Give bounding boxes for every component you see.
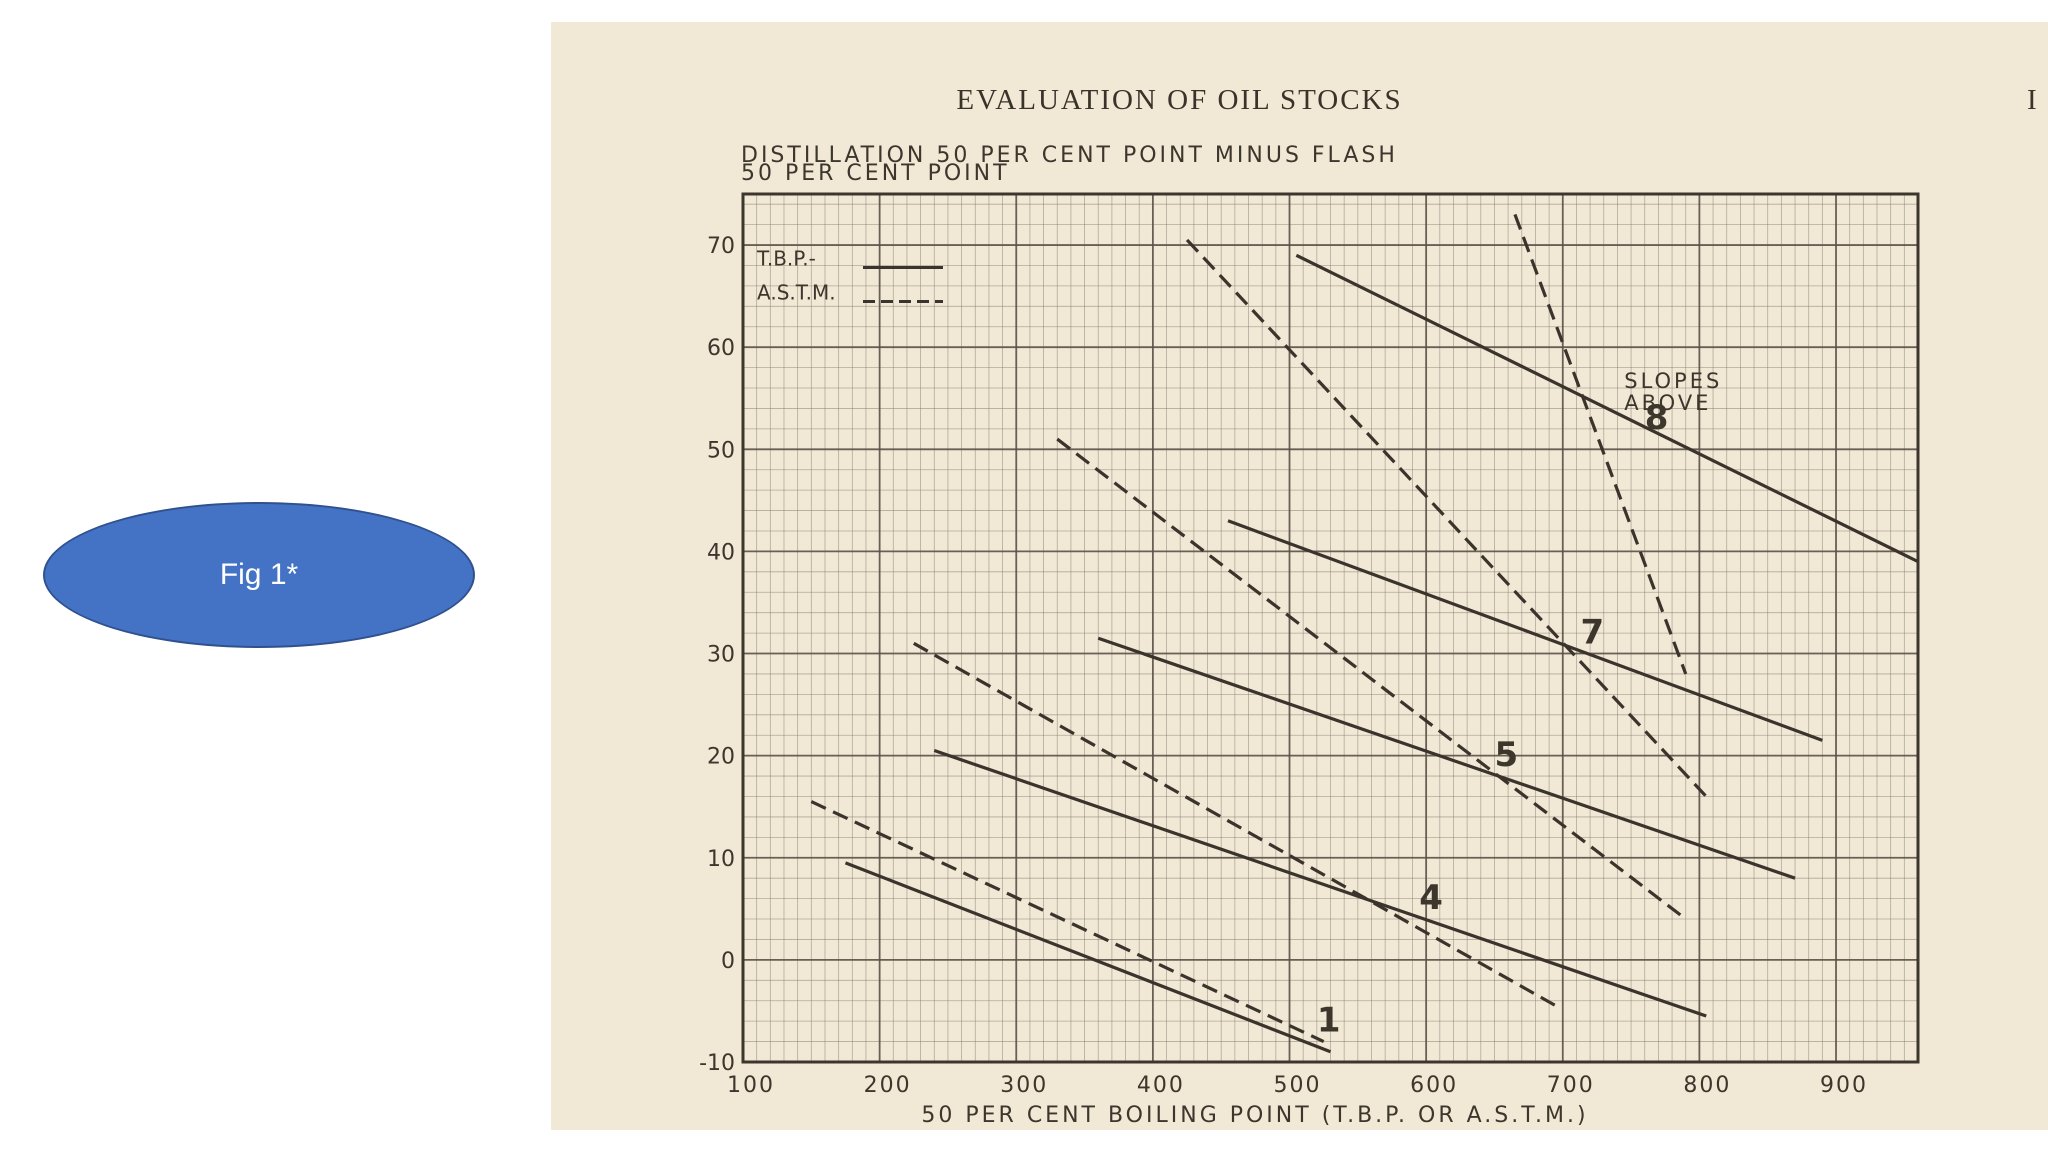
- scanned-page: EVALUATION OF OIL STOCKS I -10 0 10 20 30 40 5…: [551, 22, 2048, 1130]
- x-tick-label: 900: [1820, 1073, 1868, 1098]
- astm-line-8: [1185, 238, 1708, 798]
- distillation-chart: -10 0 10 20 30 40 50 60 70 100 200 300 400 500 600 700…: [699, 143, 1920, 1128]
- astm-line-2: [810, 800, 1325, 1044]
- y-tick-label: 70: [707, 234, 735, 259]
- astm-line-4: [912, 641, 1557, 1008]
- x-tick-label: 800: [1683, 1073, 1731, 1098]
- y-tick-label: 60: [707, 336, 735, 361]
- curve-number-label: 1: [1317, 1000, 1341, 1040]
- y-tick-label: 30: [707, 643, 735, 668]
- tbp-line-3: [933, 749, 1707, 1018]
- x-tick-label: 400: [1137, 1073, 1185, 1098]
- y-tick-labels: -10 0 10 20 30 40 50 60 70: [699, 234, 735, 1076]
- figure-label-text: Fig 1*: [219, 558, 299, 591]
- astm-line-6: [1056, 437, 1687, 921]
- x-tick-label: 600: [1410, 1073, 1458, 1098]
- page-heading: EVALUATION OF OIL STOCKS: [956, 84, 1403, 116]
- y-tick-label: 50: [707, 438, 735, 463]
- chart-title: DISTILLATION 50 PER CENT POINT MINUS FLA…: [741, 143, 1398, 168]
- y-tick-label: 20: [707, 745, 735, 770]
- tbp-line-7: [1227, 519, 1823, 742]
- x-tick-label: 700: [1547, 1073, 1595, 1098]
- page-edge-fragment: I: [2027, 84, 2037, 116]
- figure-label-badge: Fig 1*: [43, 502, 475, 648]
- annotation-text: ABOVE: [1624, 391, 1711, 415]
- legend-label: T.B.P.-: [756, 246, 816, 270]
- x-axis-label: 50 PER CENT BOILING POINT (T.B.P. OR A.S…: [921, 1103, 1588, 1128]
- x-tick-label: 100: [727, 1073, 775, 1098]
- annotation-text: SLOPES: [1624, 369, 1722, 393]
- chart-legend: T.B.P.- A.S.T.M.: [756, 246, 943, 304]
- y-tick-label: 0: [721, 949, 735, 974]
- tbp-line-1: [844, 861, 1332, 1054]
- x-tick-label: 200: [864, 1073, 912, 1098]
- grid-major-lines: [742, 194, 1918, 1063]
- x-tick-label: 300: [1000, 1073, 1048, 1098]
- grid-minor-lines: [743, 194, 1919, 1062]
- astm-line-10: [1513, 213, 1688, 675]
- legend-label: A.S.T.M.: [757, 280, 836, 304]
- chart-title-line2: 50 PER CENT POINT: [741, 161, 1010, 186]
- curve-number-label: 8: [1645, 398, 1669, 438]
- curve-number-label: 5: [1494, 735, 1518, 775]
- curve-number-label: 7: [1581, 612, 1605, 652]
- curve-number-label: 4: [1419, 878, 1443, 918]
- y-tick-label: 10: [707, 847, 735, 872]
- tbp-line-5: [1097, 636, 1796, 880]
- series-lines: [810, 213, 1919, 1054]
- x-tick-labels: 100 200 300 400 500 600 700 800 900: [727, 1073, 1868, 1098]
- x-tick-label: 500: [1274, 1073, 1322, 1098]
- y-tick-label: -10: [699, 1051, 735, 1076]
- tbp-line-9: [1295, 253, 1919, 564]
- plot-frame: [741, 192, 1920, 1064]
- y-tick-label: 40: [707, 540, 735, 565]
